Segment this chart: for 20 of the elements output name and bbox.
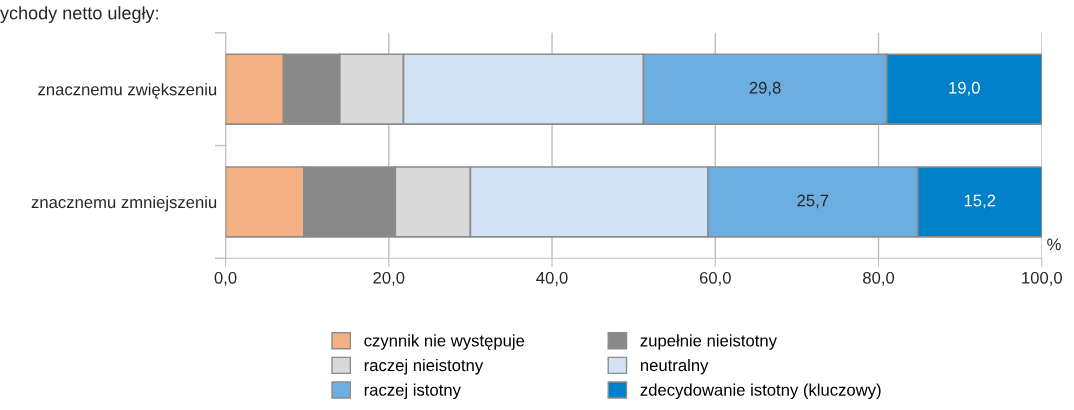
x-tick-label: 80,0 xyxy=(863,271,895,286)
data-label: 15,2 xyxy=(964,194,996,209)
data-label: 25,7 xyxy=(797,194,829,209)
x-tick-label: 40,0 xyxy=(536,271,568,286)
legend-label: czynnik nie występuje xyxy=(364,334,525,350)
x-axis-title: % xyxy=(1047,238,1061,251)
y-tick-label: znacznemu zmniejszeniu xyxy=(31,195,217,212)
data-label: 29,8 xyxy=(749,81,781,96)
data-label: 19,0 xyxy=(949,81,980,96)
x-tick-label: 0,0 xyxy=(214,271,237,286)
x-tick-label: 60,0 xyxy=(699,271,731,286)
text: ychody netto uległy: xyxy=(0,6,158,23)
legend-label: zupełnie nieistotny xyxy=(640,334,777,350)
y-tick-label: znacznemu zwiększeniu xyxy=(38,83,217,99)
legend-label: raczej istotny xyxy=(364,383,461,400)
legend-label: raczej nieistotny xyxy=(364,358,484,375)
x-tick-label: 20,0 xyxy=(373,271,405,286)
x-tick-label: 100,0 xyxy=(1022,271,1062,286)
legend-label: neutralny xyxy=(640,358,709,375)
legend-label: zdecydowanie istotny (kluczowy) xyxy=(640,383,881,400)
